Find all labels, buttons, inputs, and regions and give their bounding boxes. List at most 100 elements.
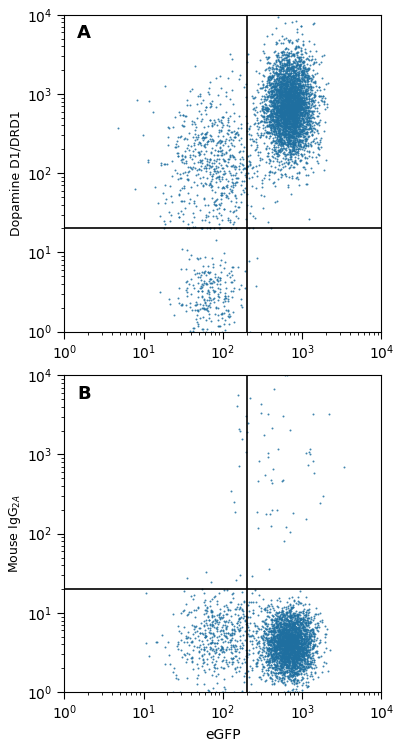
Point (290, 683, 296, 695)
Point (297, 624, 304, 636)
Point (294, 637, 300, 649)
Point (278, 169, 284, 181)
Point (285, 34, 292, 46)
Point (288, 72, 294, 84)
Point (284, 641, 290, 653)
Point (286, 99, 293, 111)
Point (270, 652, 276, 664)
Point (195, 138, 201, 150)
Point (279, 625, 285, 637)
Point (302, 639, 309, 651)
Point (210, 650, 217, 662)
Point (264, 120, 271, 132)
Point (277, 111, 283, 123)
Point (302, 629, 308, 641)
Point (310, 133, 317, 145)
Point (286, 644, 293, 656)
Point (292, 106, 298, 118)
Point (269, 600, 275, 612)
Point (277, 72, 283, 84)
Point (231, 128, 238, 140)
Point (272, 629, 278, 641)
Point (295, 631, 302, 643)
Point (302, 127, 309, 139)
Point (190, 211, 197, 223)
Point (302, 636, 309, 648)
Point (279, 54, 286, 66)
Point (306, 643, 313, 655)
Point (271, 624, 278, 636)
Point (277, 75, 284, 87)
Point (290, 646, 296, 658)
Point (290, 115, 297, 127)
Point (284, 632, 291, 644)
Point (274, 631, 280, 643)
Point (280, 61, 286, 73)
Point (300, 99, 306, 111)
Point (284, 98, 290, 110)
Point (296, 625, 302, 637)
Point (286, 84, 292, 96)
Point (300, 627, 306, 639)
Point (296, 103, 302, 115)
Point (279, 117, 286, 129)
Point (287, 628, 293, 640)
Point (212, 186, 218, 198)
Point (298, 48, 304, 60)
Point (299, 628, 305, 640)
Point (265, 628, 271, 640)
Point (290, 619, 296, 631)
Point (266, 636, 273, 648)
Point (278, 635, 285, 647)
Point (311, 105, 317, 117)
Point (229, 306, 236, 318)
Point (283, 644, 290, 656)
Point (246, 155, 252, 167)
Point (274, 601, 280, 613)
Point (292, 95, 298, 107)
Point (279, 619, 286, 631)
Point (304, 612, 311, 624)
Point (200, 638, 207, 650)
Point (294, 91, 301, 103)
Point (252, 619, 259, 631)
Point (266, 157, 273, 169)
Point (304, 83, 310, 95)
Point (287, 92, 294, 104)
Point (282, 127, 288, 139)
Point (273, 111, 279, 123)
Point (292, 81, 298, 93)
Point (296, 102, 302, 114)
Point (288, 94, 295, 106)
Point (286, 69, 292, 81)
Point (279, 85, 286, 97)
Point (284, 628, 290, 640)
Point (295, 610, 302, 622)
Point (289, 127, 296, 139)
Point (250, 604, 256, 616)
Point (282, 631, 288, 643)
Point (305, 637, 311, 649)
Point (296, 643, 302, 655)
Point (299, 80, 305, 92)
Point (265, 649, 271, 661)
Point (272, 625, 278, 637)
Point (266, 648, 272, 660)
Point (295, 82, 302, 94)
Point (299, 619, 305, 631)
Point (287, 124, 294, 136)
Point (283, 92, 289, 104)
Point (175, 151, 181, 163)
Point (306, 649, 312, 661)
Point (292, 136, 299, 148)
Point (290, 112, 296, 124)
Point (279, 647, 285, 659)
Point (291, 668, 298, 680)
Point (193, 679, 200, 691)
Point (277, 104, 284, 116)
Point (210, 198, 217, 210)
Point (282, 59, 288, 71)
Point (272, 108, 279, 120)
Point (285, 117, 291, 129)
Point (269, 91, 275, 103)
